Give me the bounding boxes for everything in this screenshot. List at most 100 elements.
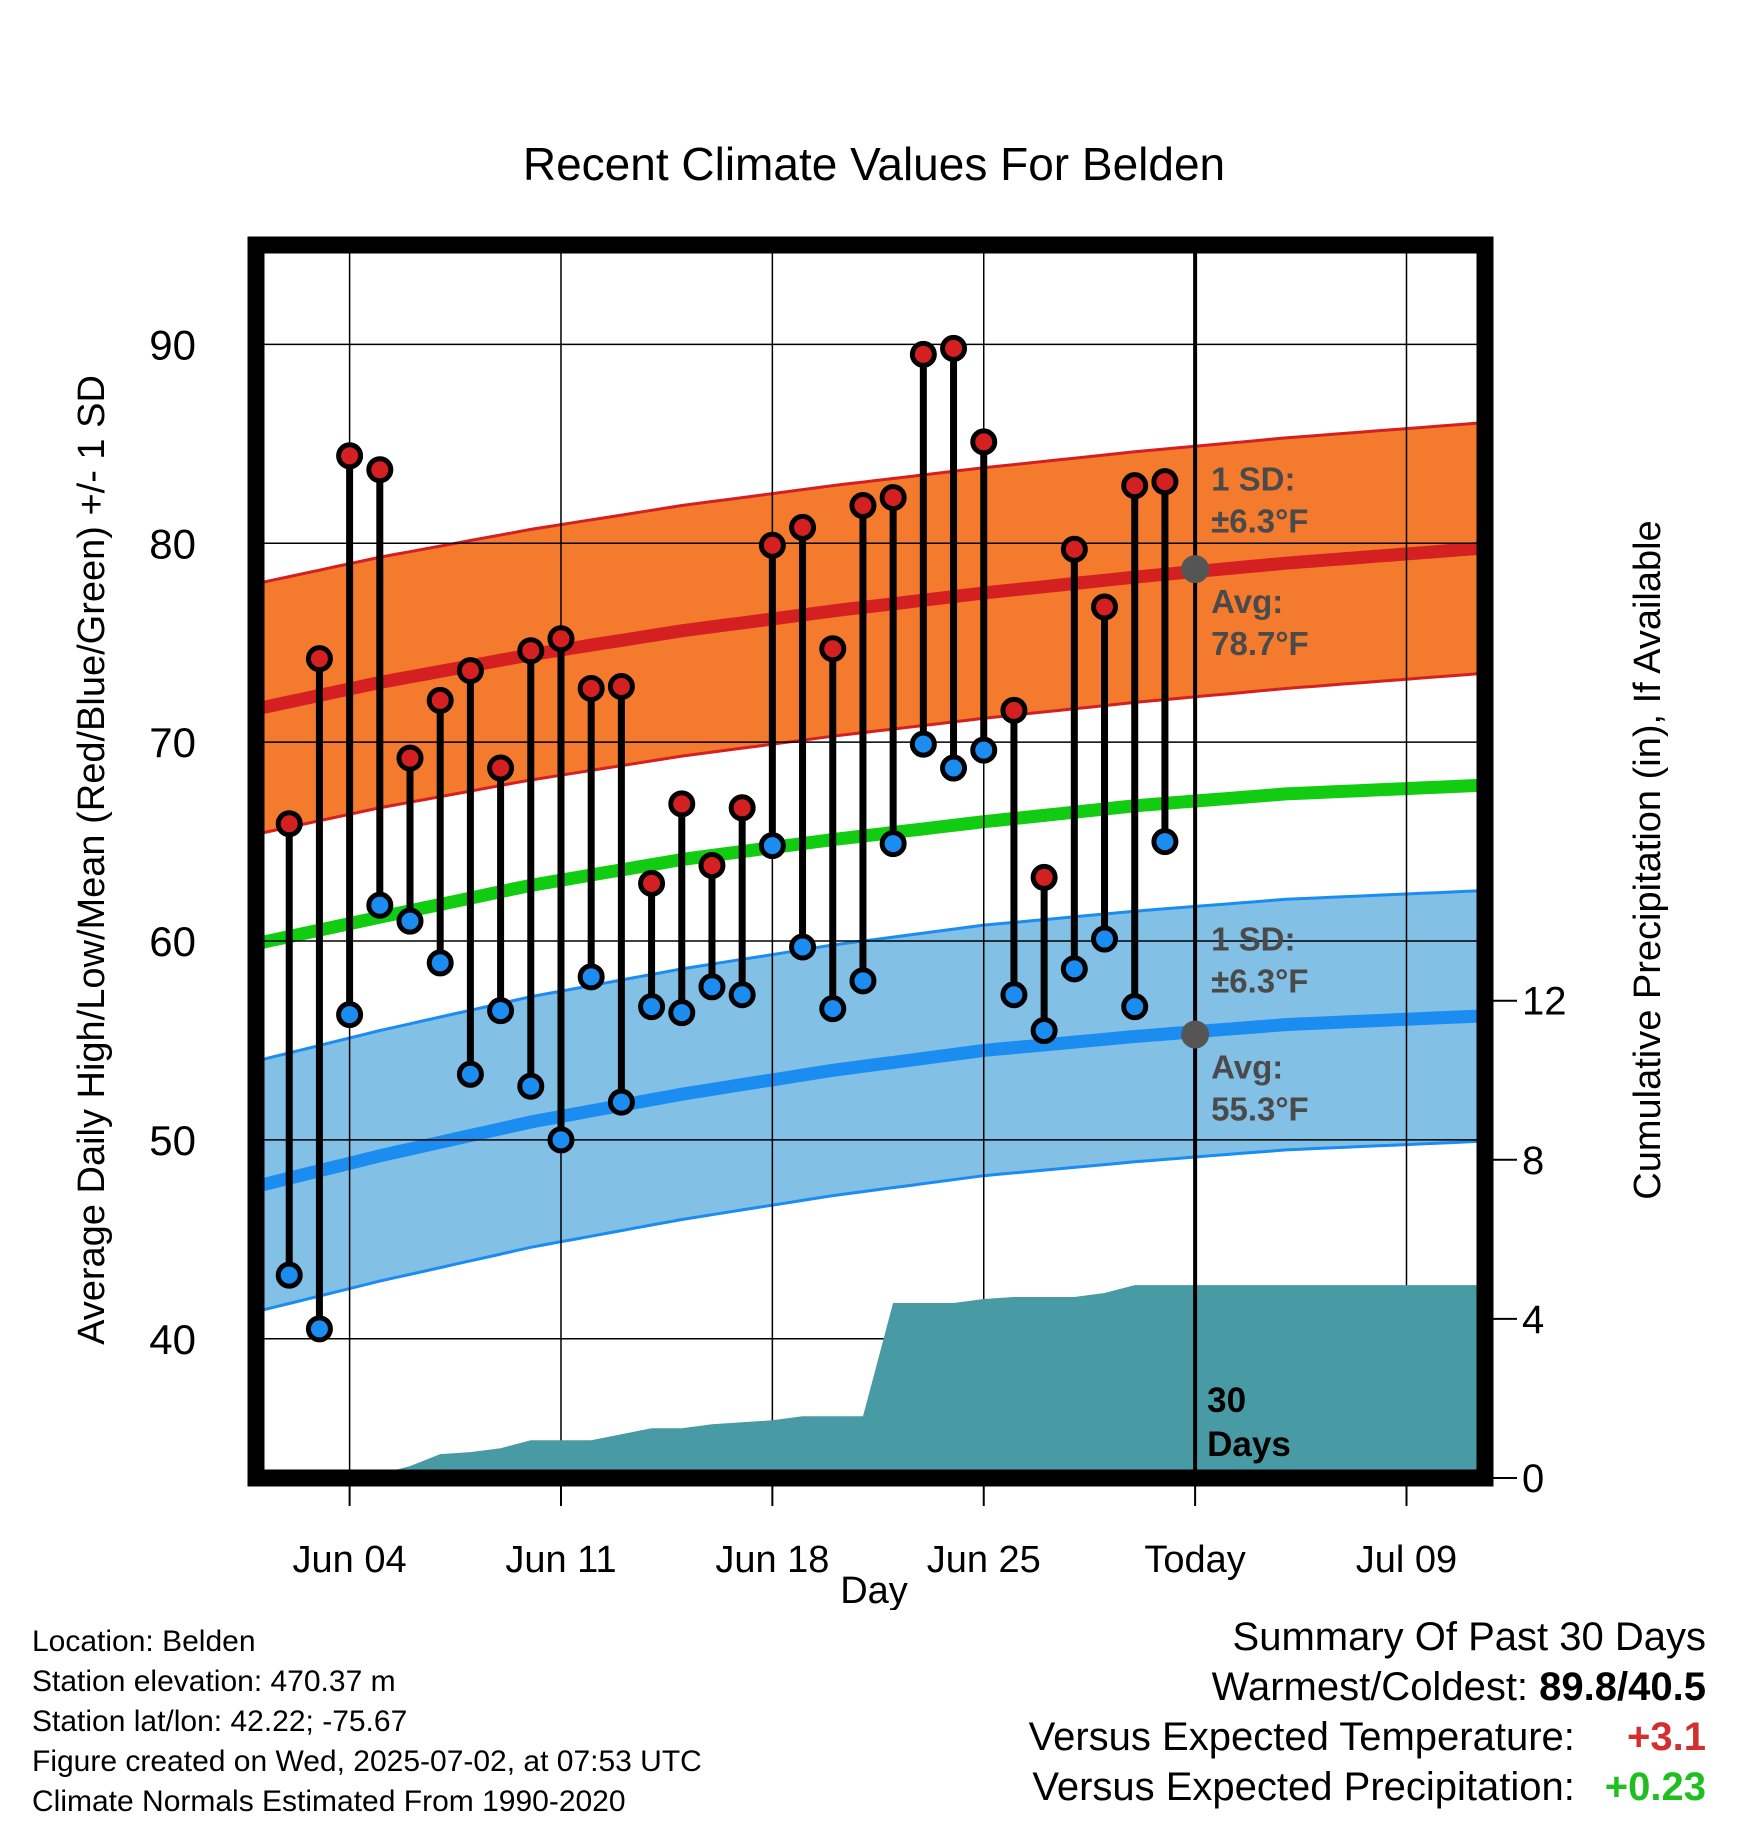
daily-high-point bbox=[728, 794, 756, 822]
y2-tick-label: 12 bbox=[1522, 980, 1567, 1024]
temperature-row: Versus Expected Temperature: +3.1 bbox=[1029, 1712, 1706, 1762]
low-sd-band bbox=[259, 890, 1482, 1311]
chart-title: Recent Climate Values For Belden bbox=[523, 138, 1225, 190]
daily-high-point bbox=[487, 754, 515, 782]
high-avg-annotation: 78.7°F bbox=[1211, 625, 1309, 662]
elevation-text: Station elevation: 470.37 m bbox=[32, 1665, 396, 1698]
y2-tick-label: 0 bbox=[1522, 1457, 1544, 1501]
daily-high-point bbox=[698, 851, 726, 879]
daily-high-point bbox=[275, 810, 303, 838]
location-text: Location: Belden bbox=[32, 1625, 256, 1658]
daily-high-point bbox=[1091, 593, 1119, 621]
daily-high-point bbox=[305, 645, 333, 673]
daily-high-point bbox=[940, 334, 968, 362]
daily-high-point bbox=[758, 531, 786, 559]
daily-low-point bbox=[819, 995, 847, 1023]
daily-low-point bbox=[1121, 993, 1149, 1021]
summary-heading: Summary Of Past 30 Days bbox=[1232, 1615, 1706, 1659]
daily-high-point bbox=[1121, 472, 1149, 500]
x-axis-label: Day bbox=[840, 1570, 908, 1610]
high-sd-upper-edge bbox=[258, 421, 1483, 585]
high-sd-annotation: ±6.3°F bbox=[1211, 502, 1308, 539]
y-tick-label: 60 bbox=[149, 918, 196, 965]
precipitation-area bbox=[376, 1285, 1485, 1478]
daily-high-point bbox=[366, 456, 394, 484]
daily-high-point bbox=[1151, 468, 1179, 496]
daily-high-point bbox=[1030, 863, 1058, 891]
warmest-coldest-value: 89.8/40.5 bbox=[1539, 1665, 1706, 1709]
daily-low-point bbox=[1151, 828, 1179, 856]
station-info: Location: Belden Station elevation: 470.… bbox=[32, 1622, 702, 1822]
y-tick-label: 70 bbox=[149, 719, 196, 766]
low-sd-upper-edge bbox=[258, 889, 1483, 1062]
daily-high-point bbox=[1000, 696, 1028, 724]
low-avg-annotation: 55.3°F bbox=[1211, 1091, 1309, 1128]
daily-high-point bbox=[456, 657, 484, 685]
high-sd-lower-edge bbox=[258, 671, 1483, 836]
daily-low-point bbox=[577, 963, 605, 991]
daily-high-point bbox=[396, 744, 424, 772]
temperature-value: +3.1 bbox=[1627, 1715, 1706, 1759]
daily-low-point bbox=[728, 981, 756, 1009]
daily-high-point bbox=[336, 442, 364, 470]
daily-low-point bbox=[909, 730, 937, 758]
temperature-label: Versus Expected Temperature: bbox=[1028, 1715, 1575, 1759]
daily-low-point bbox=[426, 949, 454, 977]
days-annotation: 30 bbox=[1207, 1381, 1246, 1420]
y-tick-label: 80 bbox=[149, 520, 196, 567]
daily-high-point bbox=[668, 790, 696, 818]
daily-low-point bbox=[275, 1261, 303, 1289]
daily-high-point bbox=[909, 340, 937, 368]
normal-mean-line bbox=[257, 778, 1483, 950]
daily-low-point bbox=[1060, 955, 1088, 983]
x-tick-label: Jul 09 bbox=[1356, 1539, 1457, 1581]
precipitation-value: +0.23 bbox=[1604, 1765, 1706, 1809]
daily-high-point bbox=[426, 686, 454, 714]
daily-high-point bbox=[577, 674, 605, 702]
daily-low-point bbox=[305, 1315, 333, 1343]
latlon-text: Station lat/lon: 42.22; -75.67 bbox=[32, 1705, 408, 1738]
precipitation-label: Versus Expected Precipitation: bbox=[1032, 1765, 1575, 1809]
high-sd-band bbox=[259, 422, 1482, 834]
daily-low-point bbox=[1091, 925, 1119, 953]
daily-low-point bbox=[758, 832, 786, 860]
daily-low-point bbox=[456, 1060, 484, 1088]
precipitation-row: Versus Expected Precipitation: +0.23 bbox=[1029, 1762, 1706, 1812]
low-avg-annotation: Avg: bbox=[1211, 1049, 1283, 1086]
x-tick-label: Today bbox=[1144, 1539, 1245, 1581]
low-sd-annotation: ±6.3°F bbox=[1211, 962, 1308, 999]
today-avg-high-marker bbox=[1181, 555, 1210, 584]
daily-low-point bbox=[849, 967, 877, 995]
daily-high-point bbox=[879, 484, 907, 512]
daily-low-point bbox=[970, 736, 998, 764]
daily-high-point bbox=[849, 492, 877, 520]
daily-high-point bbox=[638, 869, 666, 897]
daily-low-point bbox=[668, 999, 696, 1027]
daily-high-point bbox=[789, 513, 817, 541]
daily-high-point bbox=[547, 625, 575, 653]
climate-chart: Recent Climate Values For Belden 1 SD: ±6… bbox=[71, 138, 1669, 1610]
daily-low-point bbox=[940, 754, 968, 782]
y2-axis-label: Cumulative Precipitation (in), If Availa… bbox=[1627, 520, 1669, 1199]
normal-low-line bbox=[257, 1009, 1483, 1193]
x-tick-label: Jun 11 bbox=[505, 1539, 616, 1581]
y2-tick-label: 8 bbox=[1522, 1139, 1544, 1183]
clipped-plot: 1 SD: ±6.3°F Avg: 78.7°F 1 SD: ±6.3°F Avg: 55.3… bbox=[256, 245, 1485, 1478]
days-annotation: Days bbox=[1207, 1425, 1291, 1464]
daily-low-point bbox=[607, 1088, 635, 1116]
summary-panel: Summary Of Past 30 Days Warmest/Coldest:… bbox=[1029, 1612, 1706, 1812]
plot-area: 1 SD: ±6.3°F Avg: 78.7°F 1 SD: ±6.3°F Avg: 55.3… bbox=[256, 245, 1485, 1478]
y-tick-label: 40 bbox=[149, 1316, 196, 1363]
axes: 40 50 60 70 80 90 0 4 8 12 Jun 04 Jun 11 Jun 18 Jun 2… bbox=[149, 236, 1567, 1581]
plot-frame bbox=[247, 236, 1494, 1487]
high-sd-annotation: 1 SD: bbox=[1211, 460, 1295, 497]
daily-low-point bbox=[698, 973, 726, 1001]
daily-low-point bbox=[487, 997, 515, 1025]
low-sd-annotation: 1 SD: bbox=[1211, 920, 1295, 957]
daily-high-point bbox=[517, 637, 545, 665]
y-axis-label: Average Daily High/Low/Mean (Red/Blue/Gr… bbox=[71, 375, 113, 1345]
daily-low-point bbox=[396, 907, 424, 935]
daily-low-point bbox=[1000, 981, 1028, 1009]
daily-low-point bbox=[789, 933, 817, 961]
high-avg-annotation: Avg: bbox=[1211, 583, 1283, 620]
